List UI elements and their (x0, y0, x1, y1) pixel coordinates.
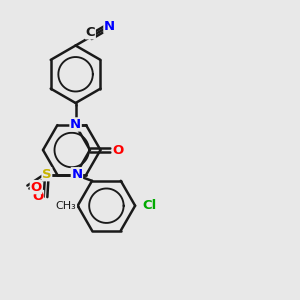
Text: N: N (70, 118, 81, 131)
Text: O: O (112, 143, 124, 157)
Text: Cl: Cl (143, 199, 157, 212)
Text: N: N (104, 20, 115, 33)
Text: CH₃: CH₃ (56, 201, 76, 211)
Text: O: O (32, 190, 44, 203)
Text: C: C (85, 26, 95, 39)
Text: O: O (30, 181, 42, 194)
Text: S: S (42, 168, 52, 181)
Text: N: N (71, 168, 82, 181)
